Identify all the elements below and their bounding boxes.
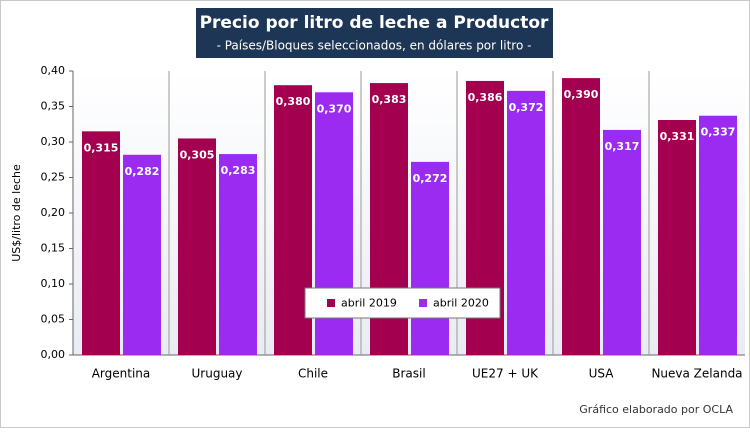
bar — [411, 161, 449, 355]
bar — [658, 119, 696, 356]
legend-label: abril 2019 — [341, 297, 397, 310]
value-label: 0,282 — [125, 165, 160, 178]
y-tick-label: 0,20 — [41, 206, 66, 219]
value-label: 0,372 — [509, 101, 544, 114]
y-tick-label: 0,10 — [41, 277, 66, 290]
bar — [82, 131, 120, 355]
y-tick-label: 0,30 — [41, 135, 66, 148]
chart-subtitle: - Países/Bloques seleccionados, en dólar… — [217, 39, 532, 53]
bar — [178, 138, 216, 355]
value-label: 0,317 — [605, 140, 640, 153]
bar — [699, 115, 737, 355]
y-tick-label: 0,35 — [41, 100, 66, 113]
value-label: 0,386 — [468, 91, 503, 104]
x-tick-label: Uruguay — [192, 367, 243, 381]
x-tick-label: Nueva Zelanda — [651, 367, 742, 381]
bar — [507, 90, 545, 355]
y-tick-label: 0,40 — [41, 64, 66, 77]
value-label: 0,283 — [221, 164, 256, 177]
bar — [603, 129, 641, 355]
y-tick-label: 0,05 — [41, 313, 66, 326]
x-tick-label: UE27 + UK — [472, 367, 539, 381]
value-label: 0,305 — [180, 148, 215, 161]
x-tick-label: Chile — [298, 367, 328, 381]
value-label: 0,380 — [276, 95, 311, 108]
y-tick-label: 0,15 — [41, 242, 66, 255]
y-tick-label: 0,25 — [41, 171, 66, 184]
legend-label: abril 2020 — [433, 297, 489, 310]
source-note: Gráfico elaborado por OCLA — [579, 403, 733, 416]
value-label: 0,315 — [84, 141, 119, 154]
legend-swatch — [419, 299, 427, 307]
x-tick-label: USA — [589, 367, 615, 381]
bar — [219, 154, 257, 355]
chart-title: Precio por litro de leche a Productor — [200, 13, 549, 33]
bar — [123, 154, 161, 355]
bar — [562, 78, 600, 355]
value-label: 0,272 — [413, 172, 448, 185]
legend-swatch — [327, 299, 335, 307]
value-label: 0,337 — [701, 126, 736, 139]
value-label: 0,370 — [317, 102, 352, 115]
title-box — [196, 8, 553, 58]
value-label: 0,383 — [372, 93, 407, 106]
value-label: 0,331 — [660, 130, 695, 143]
y-tick-label: 0,00 — [41, 348, 66, 361]
y-axis-label: US$/litro de leche — [10, 164, 23, 262]
x-tick-label: Argentina — [92, 367, 151, 381]
value-label: 0,390 — [564, 88, 599, 101]
legend-box — [304, 287, 501, 319]
x-tick-label: Brasil — [392, 367, 425, 381]
